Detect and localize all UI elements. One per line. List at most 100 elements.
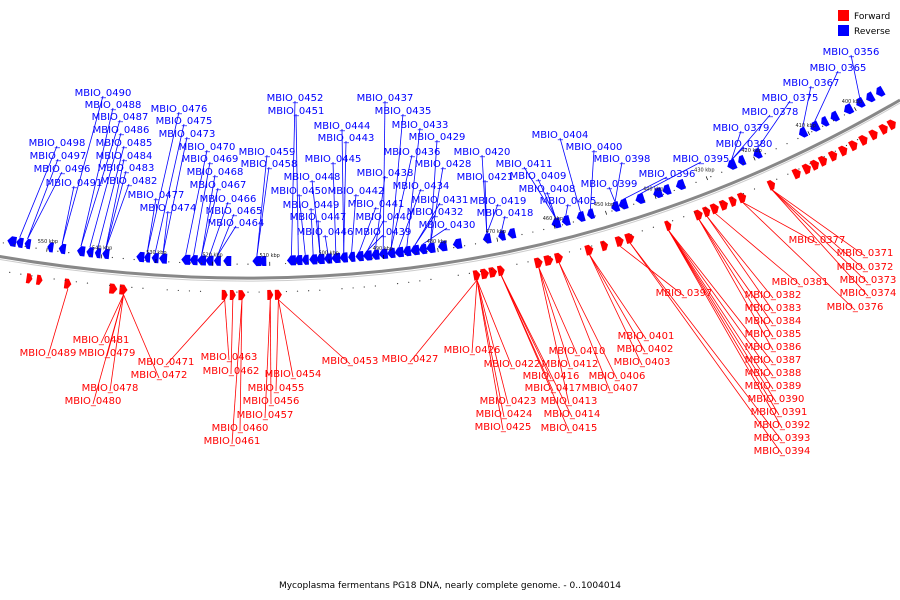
forward-gene-feature[interactable]: [63, 278, 72, 289]
reverse-gene-label[interactable]: MBIO_0379: [713, 123, 770, 134]
reverse-gene-feature[interactable]: [223, 255, 232, 267]
forward-gene-label[interactable]: MBIO_0422: [484, 359, 541, 370]
reverse-gene-label[interactable]: MBIO_0443: [318, 133, 375, 144]
reverse-gene-feature[interactable]: [437, 240, 448, 252]
reverse-gene-feature[interactable]: [497, 230, 507, 241]
forward-gene-feature[interactable]: [614, 235, 626, 247]
forward-gene-label[interactable]: MBIO_0455: [248, 383, 305, 394]
forward-gene-label[interactable]: MBIO_0388: [745, 368, 802, 379]
reverse-gene-label[interactable]: MBIO_0465: [206, 206, 263, 217]
forward-gene-label[interactable]: MBIO_0454: [265, 369, 322, 380]
forward-gene-feature[interactable]: [553, 252, 564, 264]
reverse-gene-feature[interactable]: [323, 253, 333, 264]
reverse-gene-feature[interactable]: [661, 184, 672, 196]
forward-gene-feature[interactable]: [886, 118, 898, 131]
reverse-gene-feature[interactable]: [181, 254, 191, 265]
reverse-gene-label[interactable]: MBIO_0430: [419, 220, 476, 231]
reverse-gene-feature[interactable]: [348, 251, 356, 263]
reverse-gene-label[interactable]: MBIO_0395: [673, 154, 730, 165]
forward-gene-label[interactable]: MBIO_0423: [480, 396, 537, 407]
reverse-gene-label[interactable]: MBIO_0408: [519, 184, 576, 195]
reverse-gene-feature[interactable]: [197, 255, 207, 266]
reverse-gene-feature[interactable]: [874, 85, 886, 99]
reverse-gene-feature[interactable]: [371, 249, 380, 260]
reverse-gene-label[interactable]: MBIO_0398: [594, 154, 651, 165]
reverse-gene-feature[interactable]: [15, 237, 24, 249]
reverse-gene-feature[interactable]: [842, 103, 855, 116]
reverse-gene-feature[interactable]: [452, 238, 463, 249]
forward-gene-feature[interactable]: [728, 195, 738, 207]
reverse-gene-feature[interactable]: [482, 233, 492, 244]
forward-gene-feature[interactable]: [229, 290, 236, 301]
reverse-gene-feature[interactable]: [136, 251, 145, 263]
reverse-gene-label[interactable]: MBIO_0432: [407, 207, 464, 218]
forward-gene-label[interactable]: MBIO_0385: [745, 329, 802, 340]
reverse-gene-label[interactable]: MBIO_0445: [305, 154, 362, 165]
forward-gene-feature[interactable]: [25, 273, 33, 284]
reverse-gene-feature[interactable]: [213, 255, 221, 266]
forward-gene-label[interactable]: MBIO_0479: [79, 348, 136, 359]
reverse-gene-label[interactable]: MBIO_0451: [268, 106, 325, 117]
reverse-gene-feature[interactable]: [575, 211, 586, 223]
reverse-gene-label[interactable]: MBIO_0468: [187, 167, 244, 178]
reverse-gene-feature[interactable]: [294, 254, 303, 266]
reverse-gene-label[interactable]: MBIO_0447: [290, 212, 347, 223]
forward-gene-label[interactable]: MBIO_0371: [837, 248, 894, 259]
forward-gene-feature[interactable]: [496, 265, 506, 277]
reverse-gene-label[interactable]: MBIO_0496: [34, 164, 91, 175]
reverse-gene-label[interactable]: MBIO_0452: [267, 93, 324, 104]
forward-gene-label[interactable]: MBIO_0426: [444, 345, 501, 356]
reverse-gene-label[interactable]: MBIO_0409: [510, 171, 567, 182]
reverse-gene-label[interactable]: MBIO_0490: [75, 88, 132, 99]
forward-gene-feature[interactable]: [817, 154, 830, 167]
reverse-gene-feature[interactable]: [864, 91, 876, 104]
forward-gene-label[interactable]: MBIO_0382: [745, 290, 802, 301]
reverse-gene-label[interactable]: MBIO_0405: [540, 196, 597, 207]
forward-gene-label[interactable]: MBIO_0372: [837, 262, 894, 273]
forward-gene-label[interactable]: MBIO_0416: [523, 371, 580, 382]
forward-gene-label[interactable]: MBIO_0393: [754, 433, 811, 444]
forward-gene-feature[interactable]: [693, 208, 704, 221]
forward-gene-label[interactable]: MBIO_0413: [541, 396, 598, 407]
forward-gene-label[interactable]: MBIO_0417: [525, 383, 582, 394]
forward-gene-label[interactable]: MBIO_0402: [617, 344, 674, 355]
reverse-gene-label[interactable]: MBIO_0429: [409, 132, 466, 143]
forward-gene-label[interactable]: MBIO_0397: [656, 288, 713, 299]
forward-gene-label[interactable]: MBIO_0415: [541, 423, 598, 434]
forward-gene-label[interactable]: MBIO_0427: [382, 354, 439, 365]
reverse-gene-label[interactable]: MBIO_0418: [477, 208, 534, 219]
reverse-gene-label[interactable]: MBIO_0475: [156, 116, 213, 127]
reverse-gene-label[interactable]: MBIO_0380: [716, 139, 773, 150]
reverse-gene-label[interactable]: MBIO_0378: [742, 107, 799, 118]
reverse-gene-label[interactable]: MBIO_0458: [241, 159, 298, 170]
reverse-gene-feature[interactable]: [7, 236, 18, 247]
reverse-gene-label[interactable]: MBIO_0467: [190, 180, 247, 191]
reverse-gene-feature[interactable]: [828, 110, 840, 124]
forward-gene-label[interactable]: MBIO_0383: [745, 303, 802, 314]
reverse-gene-label[interactable]: MBIO_0396: [639, 169, 696, 180]
reverse-gene-label[interactable]: MBIO_0356: [823, 47, 880, 58]
reverse-gene-label[interactable]: MBIO_0491: [46, 178, 103, 189]
forward-gene-label[interactable]: MBIO_0414: [544, 409, 601, 420]
reverse-gene-label[interactable]: MBIO_0498: [29, 138, 86, 149]
reverse-gene-label[interactable]: MBIO_0439: [355, 227, 412, 238]
reverse-gene-feature[interactable]: [561, 215, 571, 227]
reverse-gene-feature[interactable]: [674, 178, 687, 191]
reverse-gene-label[interactable]: MBIO_0399: [581, 179, 638, 190]
forward-gene-feature[interactable]: [736, 191, 748, 204]
forward-gene-label[interactable]: MBIO_0407: [582, 383, 639, 394]
forward-gene-feature[interactable]: [599, 240, 609, 252]
reverse-gene-label[interactable]: MBIO_0477: [128, 190, 185, 201]
reverse-gene-label[interactable]: MBIO_0483: [98, 163, 155, 174]
reverse-gene-label[interactable]: MBIO_0484: [96, 151, 153, 162]
reverse-gene-feature[interactable]: [259, 255, 267, 267]
forward-gene-feature[interactable]: [827, 149, 840, 162]
forward-gene-feature[interactable]: [108, 283, 118, 294]
forward-gene-label[interactable]: MBIO_0381: [772, 277, 829, 288]
forward-gene-feature[interactable]: [801, 162, 814, 175]
reverse-gene-label[interactable]: MBIO_0485: [96, 138, 153, 149]
reverse-gene-label[interactable]: MBIO_0487: [92, 112, 149, 123]
reverse-gene-label[interactable]: MBIO_0434: [393, 181, 450, 192]
forward-gene-feature[interactable]: [766, 179, 777, 191]
reverse-gene-feature[interactable]: [378, 248, 389, 260]
